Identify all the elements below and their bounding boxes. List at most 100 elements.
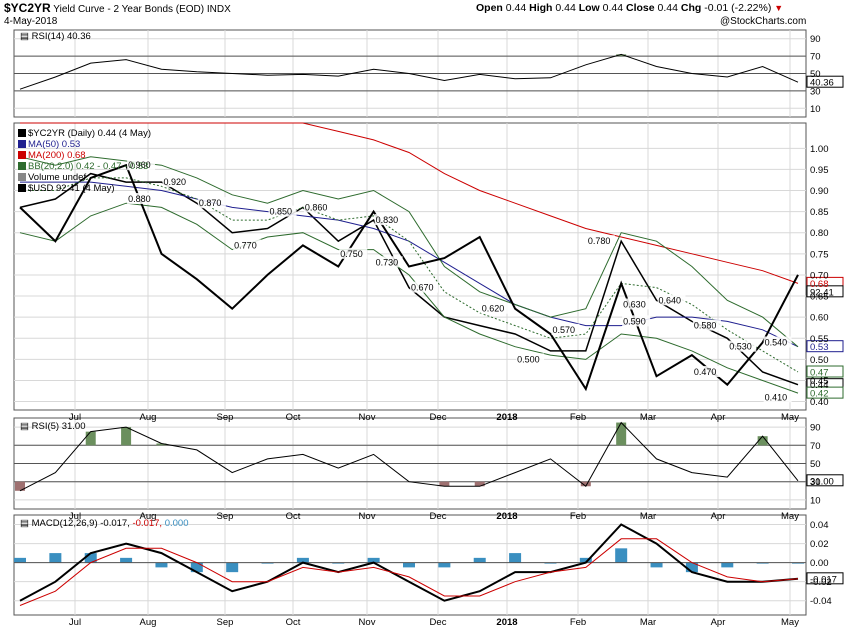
data-label: 0.620 [482,304,505,314]
y-tick-label: 0.50 [810,355,829,366]
data-label-bg [551,323,580,335]
x-tick-label: Dec [430,511,447,522]
last-value-tag [806,386,844,399]
y-tick-label: 0.55 [810,334,829,345]
data-label: 0.850 [270,207,293,217]
data-label-bg [763,391,792,403]
data-label-bg [692,319,721,331]
data-label: 0.470 [694,367,717,377]
histogram-bar [473,557,486,563]
x-tick-label: Mar [640,412,656,423]
data-label-bg [586,235,615,247]
x-tick-label: Oct [286,412,301,423]
legend-ma50: MA(50) 0.53 [18,139,151,150]
x-tick-label: Feb [570,412,586,423]
series-signal [19,538,799,606]
y-tick-label: 50 [810,459,821,470]
legend-ma200: MA(200) 0.68 [18,150,151,161]
price-legend: $YC2YR (Daily) 0.44 (4 May) MA(50) 0.53 … [18,128,151,194]
y-tick-label: -0.02 [810,577,832,588]
macd-icon: ▤ [20,518,29,529]
x-tick-label: 2018 [496,617,517,628]
oversold-fill [439,481,450,487]
x-tick-label: May [781,617,799,628]
histogram-bar [49,553,62,563]
data-label-bg [374,256,403,268]
x-tick-label: Jul [69,511,81,522]
histogram-bar [190,562,203,573]
overbought-fill [85,431,96,446]
x-tick-label: Dec [430,617,447,628]
y-tick-label: -0.04 [810,596,832,607]
data-label: 0.580 [694,321,717,331]
data-label: 0.750 [340,249,363,259]
histogram-bar [367,557,380,563]
x-tick-label: Jul [69,617,81,628]
data-label: 0.880 [128,194,151,204]
series-bb-mid [20,177,799,373]
overbought-fill [156,443,167,446]
data-label: 0.770 [234,240,257,250]
oversold-fill [580,481,591,487]
last-value-tag [806,75,844,88]
last-value-tag [806,474,844,487]
y-tick-label: 0.80 [810,228,829,239]
data-label-bg [374,214,403,226]
data-label-bg [622,298,651,310]
x-tick-label: 2018 [496,511,517,522]
rsi14-panel [13,29,844,118]
y-tick-label: 0.95 [810,165,829,176]
watermark: @StockCharts.com [720,16,807,27]
histogram-bar [509,553,522,563]
rsi5-icon: ▤ [20,421,29,432]
data-label: 0.920 [163,177,186,187]
series-rsi-5- [19,421,799,492]
x-tick-label: Oct [286,511,301,522]
overbought-fill [616,54,627,57]
x-tick-label: Feb [570,617,586,628]
y-tick-label: 30 [810,477,821,488]
oversold-fill [15,481,25,491]
last-value-tag [806,340,844,353]
y-tick-label: 70 [810,441,821,452]
histogram-bar [650,562,663,568]
y-tick-label: 70 [810,52,821,63]
y-tick-label: 0.04 [810,520,829,531]
data-label: 0.960 [128,160,151,170]
data-label: 0.730 [376,257,399,267]
y-tick-label: 0.85 [810,207,829,218]
data-label: 0.670 [411,283,434,293]
x-tick-label: Mar [640,511,656,522]
x-tick-label: Apr [711,412,726,423]
data-label-bg [127,159,156,171]
y-tick-label: 0.02 [810,539,829,550]
overbought-fill [616,422,627,446]
rsi5-panel [13,417,844,510]
data-label-bg [127,192,156,204]
last-value-label: 40.36 [810,78,834,89]
x-tick-label: Aug [140,511,157,522]
x-tick-label: Aug [140,617,157,628]
y-tick-label: 0.00 [810,558,829,569]
data-label: 0.410 [765,392,788,402]
series--yc2yr [19,172,799,386]
data-label: 0.860 [305,202,328,212]
ohlc-readout: Open 0.44 High 0.44 Low 0.44 Close 0.44 … [476,2,784,14]
x-tick-label: May [781,412,799,423]
data-label-bg [339,247,368,259]
y-tick-label: 50 [810,69,821,80]
rsi14-legend: ▤ RSI(14) 40.36 [20,31,91,42]
x-tick-label: Feb [570,511,586,522]
x-tick-label: Apr [711,617,726,628]
macd-legend: ▤ MACD(12,26,9) -0.017, -0.017, 0.000 [20,518,189,529]
x-tick-label: Nov [359,617,376,628]
oversold-fill [474,481,485,487]
last-value-label: 92.41 [810,287,834,298]
data-label-bg [692,366,721,378]
y-tick-label: 0.90 [810,186,829,197]
last-value-label: 31.00 [810,476,834,487]
data-label: 0.570 [552,325,575,335]
histogram-bar [155,562,168,568]
data-label-bg [728,340,757,352]
